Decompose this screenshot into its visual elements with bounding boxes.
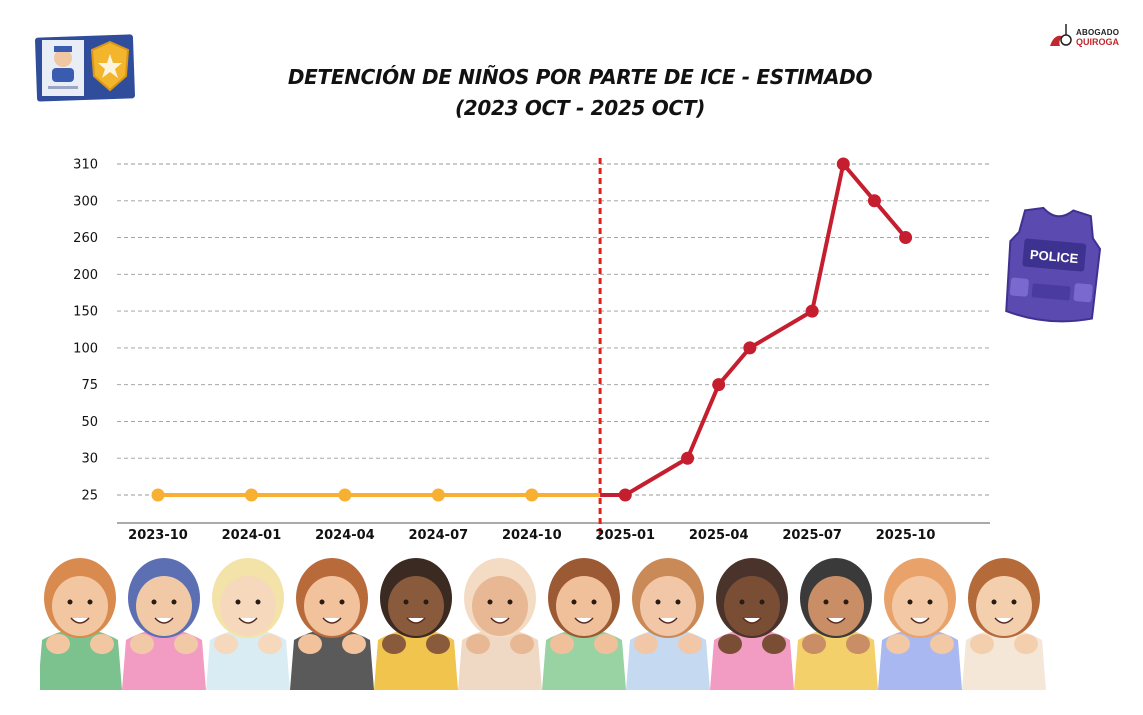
data-point: [618, 488, 632, 502]
data-point: [151, 488, 165, 502]
vest-label: POLICE: [1029, 247, 1079, 266]
x-tick-label: 2023-10: [128, 528, 188, 543]
logo-text-bottom: QUIROGA: [1076, 37, 1120, 47]
y-tick-label: 50: [81, 415, 98, 430]
y-tick-label: 25: [81, 489, 98, 504]
y-tick-label: 30: [81, 452, 98, 467]
x-tick-label: 2025-07: [782, 528, 842, 543]
x-tick-label: 2025-01: [595, 528, 655, 543]
data-point: [836, 157, 850, 171]
chart-title-line-2: (2023 OCT - 2025 OCT): [454, 96, 706, 120]
x-tick-label: 2024-07: [409, 528, 469, 543]
series-line-2: [624, 162, 908, 497]
data-point: [805, 304, 819, 318]
id-badge-icon: [35, 34, 135, 102]
x-tick-label: 2025-04: [689, 528, 749, 543]
child-figure: [962, 558, 1046, 690]
children-illustration: [40, 558, 1046, 690]
child-figure: [542, 558, 626, 690]
child-figure: [626, 558, 710, 690]
data-point: [899, 231, 913, 245]
chart-title-line-1: DETENCIÓN DE NIÑOS POR PARTE DE ICE - ES…: [287, 65, 873, 89]
data-point: [681, 451, 695, 465]
data-point: [867, 194, 881, 208]
data-point: [338, 488, 352, 502]
data-point: [431, 488, 445, 502]
child-figure: [878, 558, 962, 690]
child-figure: [40, 558, 122, 690]
police-vest-icon: POLICE: [1005, 206, 1102, 323]
y-tick-label: 310: [73, 158, 98, 173]
child-figure: [458, 558, 542, 690]
y-tick-label: 300: [73, 194, 98, 209]
data-point: [712, 378, 726, 392]
y-tick-label: 100: [73, 341, 98, 356]
child-figure: [122, 558, 206, 690]
y-tick-label: 260: [73, 231, 98, 246]
data-point: [525, 488, 539, 502]
x-tick-label: 2024-01: [222, 528, 282, 543]
data-point: [244, 488, 258, 502]
child-figure: [374, 558, 458, 690]
x-tick-label: 2024-10: [502, 528, 562, 543]
y-tick-label: 200: [73, 268, 98, 283]
chart-title: DETENCIÓN DE NIÑOS POR PARTE DE ICE - ES…: [0, 62, 1143, 124]
x-tick-label: 2024-04: [315, 528, 375, 543]
logo-text-top: ABOGADO: [1076, 28, 1120, 37]
y-tick-label: 75: [81, 378, 98, 393]
child-figure: [206, 558, 290, 690]
child-figure: [710, 558, 794, 690]
child-figure: [794, 558, 878, 690]
data-point: [743, 341, 757, 355]
y-tick-label: 150: [73, 305, 98, 320]
x-tick-label: 2025-10: [876, 528, 936, 543]
child-figure: [290, 558, 374, 690]
brand-logo: ABOGADO QUIROGA: [1048, 22, 1138, 52]
